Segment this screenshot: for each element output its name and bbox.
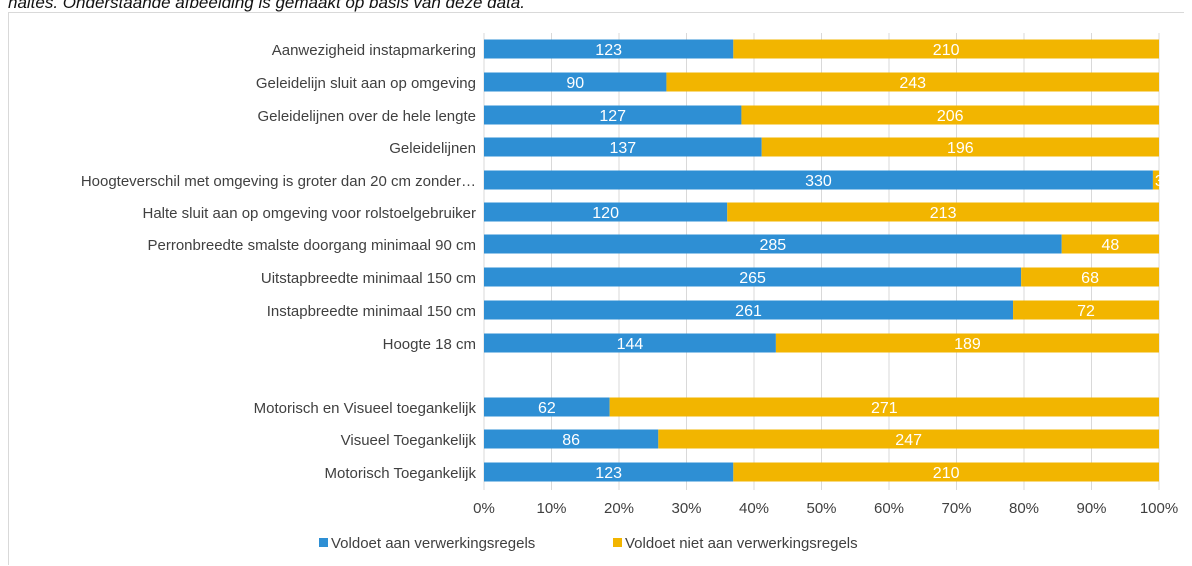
bar-voldoet-niet bbox=[1152, 170, 1159, 190]
legend-label: Voldoet niet aan verwerkingsregels bbox=[625, 535, 858, 552]
bar-voldoet-niet bbox=[741, 105, 1159, 125]
data-label-voldoet: 123 bbox=[595, 42, 622, 59]
bar-voldoet bbox=[484, 333, 776, 353]
data-label-voldoet: 62 bbox=[538, 400, 556, 417]
x-tick-label: 80% bbox=[1009, 500, 1039, 517]
data-label-voldoet: 90 bbox=[566, 75, 584, 92]
bar-voldoet bbox=[484, 234, 1062, 254]
data-label-voldoet-niet: 271 bbox=[871, 400, 898, 417]
data-label-voldoet-niet: 213 bbox=[930, 205, 957, 222]
x-tick-label: 20% bbox=[604, 500, 634, 517]
x-tick-label: 0% bbox=[473, 500, 495, 517]
bar-voldoet bbox=[484, 462, 734, 482]
bar-voldoet bbox=[484, 72, 667, 92]
x-tick-label: 60% bbox=[874, 500, 904, 517]
category-label: Halte sluit aan op omgeving voor rolstoe… bbox=[142, 205, 476, 222]
bar-voldoet bbox=[484, 267, 1022, 287]
data-label-voldoet: 265 bbox=[739, 270, 766, 287]
data-label-voldoet-niet: 48 bbox=[1101, 237, 1119, 254]
data-label-voldoet: 137 bbox=[609, 140, 636, 157]
data-label-voldoet: 86 bbox=[562, 432, 580, 449]
x-tick-label: 70% bbox=[941, 500, 971, 517]
data-label-voldoet-niet: 243 bbox=[899, 75, 926, 92]
bar-voldoet bbox=[484, 397, 610, 417]
data-label-voldoet-niet: 196 bbox=[947, 140, 974, 157]
bar-voldoet-niet bbox=[666, 72, 1159, 92]
data-label-voldoet-niet: 3 bbox=[1155, 173, 1164, 190]
category-label: Uitstapbreedte minimaal 150 cm bbox=[261, 270, 476, 287]
data-label-voldoet-niet: 210 bbox=[933, 465, 960, 482]
category-label: Perronbreedte smalste doorgang minimaal … bbox=[148, 237, 477, 254]
data-label-voldoet: 120 bbox=[592, 205, 619, 222]
data-label-voldoet-niet: 189 bbox=[954, 336, 981, 353]
category-label: Visueel Toegankelijk bbox=[341, 432, 477, 449]
data-label-voldoet-niet: 72 bbox=[1077, 303, 1095, 320]
bar-voldoet-niet bbox=[733, 462, 1159, 482]
bar-voldoet bbox=[484, 105, 742, 125]
category-label: Geleidelijnen bbox=[389, 140, 476, 157]
bar-voldoet bbox=[484, 202, 728, 222]
x-tick-labels: 0% 10% 20% 30% 40% 50% 60% 70% 80% 90% 100% bbox=[473, 500, 1178, 517]
legend-label: Voldoet aan verwerkingsregels bbox=[331, 535, 535, 552]
data-label-voldoet-niet: 68 bbox=[1081, 270, 1099, 287]
bar-voldoet bbox=[484, 429, 659, 449]
bar-voldoet-niet bbox=[1061, 234, 1159, 254]
category-label: Geleidelijnen over de hele lengte bbox=[258, 108, 477, 125]
category-label: Instapbreedte minimaal 150 cm bbox=[267, 303, 476, 320]
bars: 123 210 90 243 127 206 137 196 330 3 120 213 285 48 26… bbox=[484, 39, 1164, 482]
data-label-voldoet: 261 bbox=[735, 303, 762, 320]
bar-voldoet-niet bbox=[1013, 300, 1159, 320]
x-tick-label: 10% bbox=[536, 500, 566, 517]
bar-voldoet bbox=[484, 39, 734, 59]
x-tick-label: 30% bbox=[671, 500, 701, 517]
data-label-voldoet: 285 bbox=[759, 237, 786, 254]
category-label: Hoogte 18 cm bbox=[383, 336, 476, 353]
bar-voldoet bbox=[484, 137, 762, 157]
legend-swatch bbox=[613, 538, 622, 547]
chart-frame bbox=[8, 12, 1184, 565]
bar-voldoet bbox=[484, 300, 1014, 320]
category-label: Motorisch Toegankelijk bbox=[325, 465, 477, 482]
data-label-voldoet-niet: 247 bbox=[895, 432, 922, 449]
grid-lines bbox=[483, 33, 1160, 490]
bar-voldoet-niet bbox=[658, 429, 1159, 449]
category-labels: Aanwezigheid instapmarkering Geleidelijn … bbox=[81, 42, 477, 482]
bar-voldoet-niet bbox=[1021, 267, 1159, 287]
data-label-voldoet: 330 bbox=[805, 173, 832, 190]
data-label-voldoet: 127 bbox=[599, 108, 626, 125]
data-label-voldoet-niet: 206 bbox=[937, 108, 964, 125]
x-tick-label: 100% bbox=[1140, 500, 1178, 517]
legend-swatch bbox=[319, 538, 328, 547]
category-label: Motorisch en Visueel toegankelijk bbox=[254, 400, 477, 417]
data-label-voldoet: 123 bbox=[595, 465, 622, 482]
legend: Voldoet aan verwerkingsregels Voldoet nie… bbox=[319, 535, 858, 552]
category-label: Hoogteverschil met omgeving is groter da… bbox=[81, 173, 476, 190]
x-tick-label: 90% bbox=[1076, 500, 1106, 517]
bar-voldoet-niet bbox=[609, 397, 1159, 417]
category-label: Aanwezigheid instapmarkering bbox=[272, 42, 476, 59]
data-label-voldoet: 144 bbox=[617, 336, 644, 353]
bar-voldoet-niet bbox=[733, 39, 1159, 59]
bar-voldoet-niet bbox=[775, 333, 1159, 353]
data-label-voldoet-niet: 210 bbox=[933, 42, 960, 59]
bar-voldoet bbox=[484, 170, 1153, 190]
caption: haltes. Onderstaande afbeelding is gemaa… bbox=[8, 0, 525, 12]
x-tick-label: 50% bbox=[806, 500, 836, 517]
category-label: Geleidelijn sluit aan op omgeving bbox=[256, 75, 476, 92]
x-tick-label: 40% bbox=[739, 500, 769, 517]
bar-voldoet-niet bbox=[761, 137, 1159, 157]
bar-voldoet-niet bbox=[727, 202, 1159, 222]
